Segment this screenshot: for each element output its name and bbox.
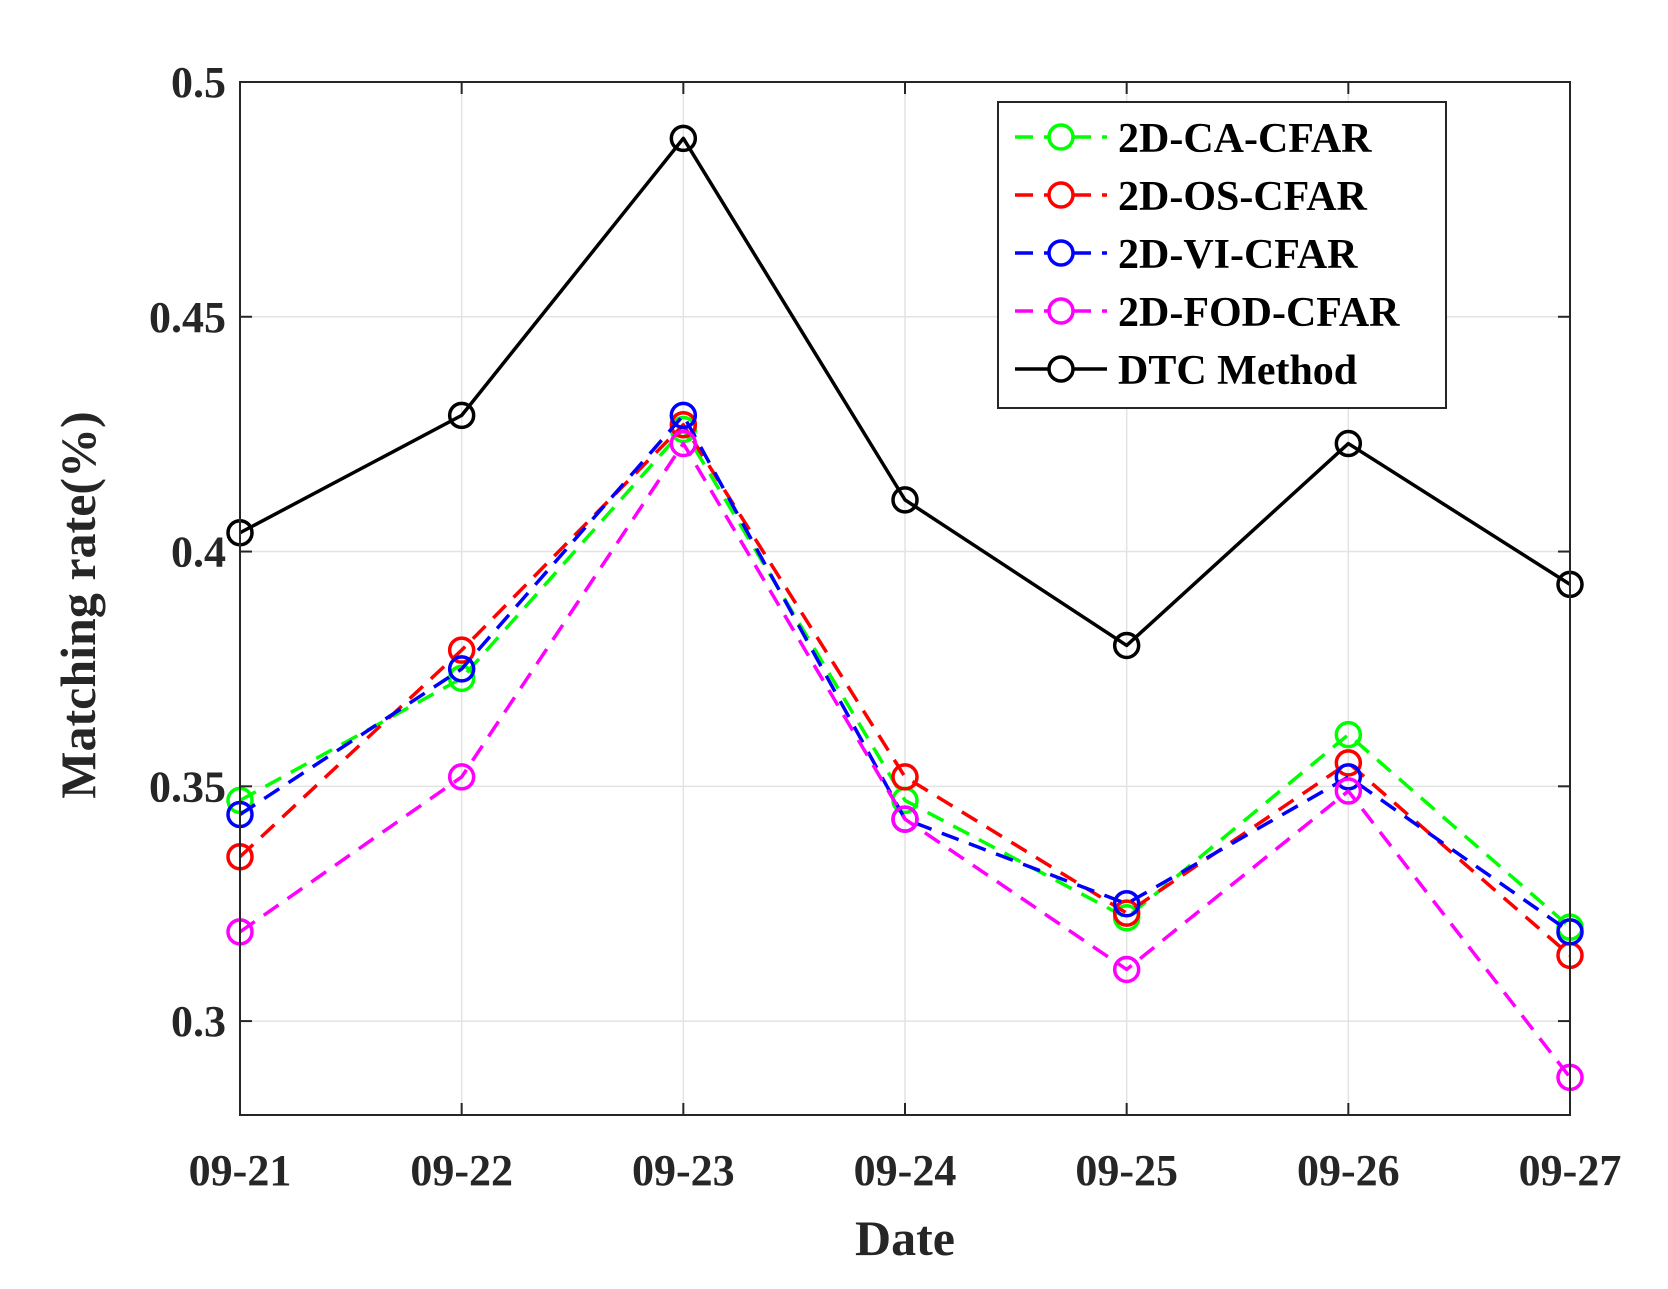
data-point-2d-vi-cfar [669,401,698,430]
legend: 2D-CA-CFAR 2D-OS-CFAR 2D-VI-CFAR 2D-FOD-CFA… [997,101,1447,409]
data-point-2d-ca-cfar [1334,720,1363,749]
x-tick-label: 09-27 [1519,1146,1622,1195]
data-point-2d-vi-cfar [447,655,476,683]
data-point-dtc-method [1112,631,1141,660]
legend-label-2d-vi-cfar: 2D-VI-CFAR [1118,232,1358,278]
y-tick-label: 0.4 [171,528,226,577]
x-tick-label: 09-23 [632,1146,735,1195]
data-point-2d-fod-cfar [447,763,476,791]
y-axis-title: Matching rate(%) [50,411,106,798]
y-tick-label: 0.3 [171,997,226,1046]
data-point-2d-fod-cfar [1334,777,1363,805]
legend-label-2d-ca-cfar: 2D-CA-CFAR [1118,116,1372,162]
series-line-2d-os-cfar [238,423,1572,957]
data-point-2d-os-cfar [1112,899,1141,927]
series-line-dtc-method [239,136,1571,648]
data-point-dtc-method [1334,429,1363,458]
y-tick-labels: 0.3 0.35 0.4 0.45 0.5 [149,58,226,1046]
data-point-2d-fod-cfar [891,805,919,833]
series-group [226,124,1584,1092]
legend-label-dtc-method: DTC Method [1118,348,1357,394]
x-tick-label: 09-26 [1297,1146,1400,1195]
data-point-dtc-method [669,124,698,153]
legend-item-2d-fod-cfar: 2D-FOD-CFAR [1015,290,1400,336]
legend-marker-2d-fod-cfar [1047,297,1075,325]
data-point-2d-vi-cfar [1334,763,1363,791]
y-tick-label: 0.45 [149,293,226,342]
y-tick-label: 0.5 [171,58,226,107]
x-tick-label: 09-22 [410,1146,513,1195]
ticks [239,81,1571,1115]
legend-marker-dtc-method [1047,355,1075,383]
legend-label-2d-os-cfar: 2D-OS-CFAR [1118,174,1368,220]
legend-item-2d-os-cfar: 2D-OS-CFAR [1015,174,1368,220]
legend-item-2d-vi-cfar: 2D-VI-CFAR [1015,232,1358,278]
legend-label-2d-fod-cfar: 2D-FOD-CFAR [1118,290,1400,336]
data-point-2d-os-cfar [447,636,476,664]
data-point-2d-vi-cfar [1112,889,1141,918]
series-line-2d-vi-cfar [239,413,1572,934]
data-point-2d-os-cfar [1334,749,1363,777]
data-point-2d-fod-cfar [1112,955,1141,984]
x-tick-labels: 09-21 09-22 09-23 09-24 09-25 09-26 09-27 [189,1146,1622,1195]
x-tick-label: 09-21 [189,1146,292,1195]
data-point-2d-fod-cfar [669,429,698,458]
legend-marker-2d-vi-cfar [1047,239,1075,267]
legend-marker-2d-ca-cfar [1047,123,1075,151]
data-point-2d-os-cfar [891,763,919,791]
data-point-2d-os-cfar [669,411,698,439]
legend-item-2d-ca-cfar: 2D-CA-CFAR [1015,116,1372,162]
series-line-2d-fod-cfar [238,441,1572,1079]
data-point-dtc-method [891,486,919,514]
x-tick-label: 09-24 [854,1146,957,1195]
legend-marker-2d-os-cfar [1047,181,1075,209]
x-axis-title: Date [855,1210,955,1266]
data-point-dtc-method [447,401,476,430]
y-tick-label: 0.35 [149,762,226,811]
x-tick-label: 09-25 [1075,1146,1178,1195]
series-line-2d-ca-cfar [239,427,1572,929]
legend-item-dtc-method: DTC Method [1015,348,1357,394]
